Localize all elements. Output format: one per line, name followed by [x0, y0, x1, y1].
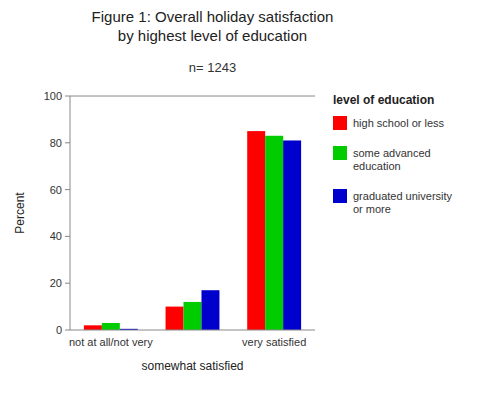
y-tick [65, 283, 70, 284]
bar [201, 290, 219, 330]
legend-swatch [333, 189, 347, 203]
legend-label: high school or less [353, 117, 445, 129]
y-tick-label: 0 [56, 324, 62, 336]
y-tick-label: 20 [50, 277, 62, 289]
x-axis-label: somewhat satisfied [141, 359, 243, 373]
y-tick-label: 100 [44, 90, 62, 102]
bar [184, 302, 202, 330]
title: Figure 1: Overall holiday satisfactionby… [92, 8, 334, 44]
y-tick [65, 142, 70, 143]
bar [166, 307, 184, 330]
legend-label: some advancededucation [353, 147, 431, 172]
bar [84, 325, 102, 330]
bar [283, 140, 301, 330]
bar [247, 131, 265, 330]
x-tick-label: not at all/not very [69, 336, 153, 348]
plot-top-line [70, 96, 315, 97]
bar [102, 323, 120, 330]
x-axis-line [70, 330, 315, 331]
y-tick-label: 40 [50, 230, 62, 242]
y-axis-line [70, 96, 71, 330]
y-tick [65, 189, 70, 190]
y-axis-label: Percent [13, 192, 27, 234]
bars [84, 131, 301, 330]
y-tick [65, 330, 70, 331]
legend-swatch [333, 116, 347, 130]
y-tick-label: 60 [50, 184, 62, 196]
x-tick-label: very satisfied [242, 336, 306, 348]
y-tick [65, 96, 70, 97]
legend-title: level of education [333, 93, 434, 107]
subtitle: n= 1243 [189, 60, 236, 75]
legend-label: graduated universityor more [353, 190, 453, 215]
legend-swatch [333, 146, 347, 160]
chart: Figure 1: Overall holiday satisfactionby… [0, 0, 500, 400]
y-tick-label: 80 [50, 137, 62, 149]
bar [265, 136, 283, 330]
y-tick [65, 236, 70, 237]
